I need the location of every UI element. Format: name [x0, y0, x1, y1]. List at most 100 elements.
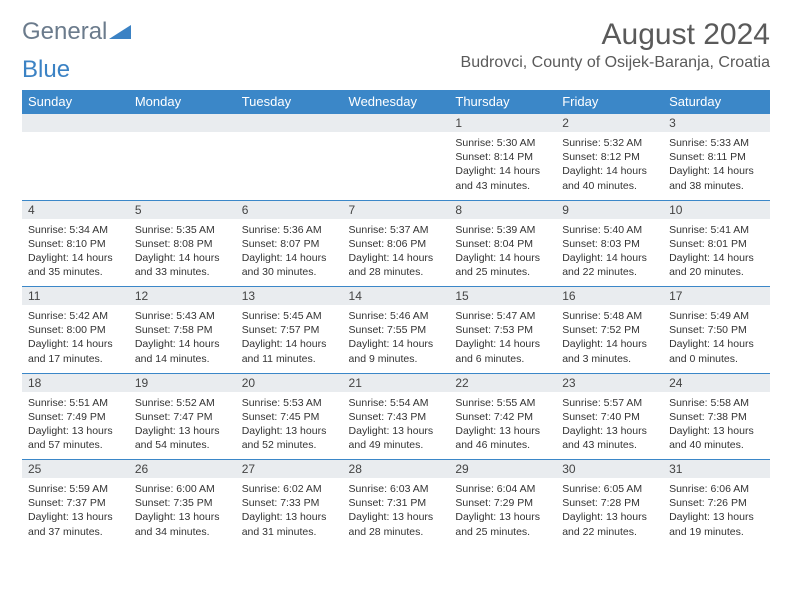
sunset-text: Sunset: 7:45 PM: [242, 410, 337, 424]
daylight-text: Daylight: 13 hours and 19 minutes.: [669, 510, 764, 538]
logo-text-1: General: [22, 18, 107, 46]
day-number: 23: [556, 373, 663, 392]
col-saturday: Saturday: [663, 90, 770, 114]
day-number: [22, 114, 129, 133]
day-number: 8: [449, 200, 556, 219]
sunrise-text: Sunrise: 6:03 AM: [349, 482, 444, 496]
day-cell: [236, 132, 343, 200]
sunset-text: Sunset: 7:57 PM: [242, 323, 337, 337]
day-number: 22: [449, 373, 556, 392]
daylight-text: Daylight: 14 hours and 0 minutes.: [669, 337, 764, 365]
sunset-text: Sunset: 8:08 PM: [135, 237, 230, 251]
col-thursday: Thursday: [449, 90, 556, 114]
daynum-row: 123: [22, 114, 770, 133]
day-cell: Sunrise: 6:06 AMSunset: 7:26 PMDaylight:…: [663, 478, 770, 546]
sunrise-text: Sunrise: 5:54 AM: [349, 396, 444, 410]
daylight-text: Daylight: 13 hours and 49 minutes.: [349, 424, 444, 452]
col-monday: Monday: [129, 90, 236, 114]
sunrise-text: Sunrise: 5:52 AM: [135, 396, 230, 410]
daybody-row: Sunrise: 5:51 AMSunset: 7:49 PMDaylight:…: [22, 392, 770, 460]
daylight-text: Daylight: 14 hours and 14 minutes.: [135, 337, 230, 365]
sunset-text: Sunset: 7:55 PM: [349, 323, 444, 337]
sunset-text: Sunset: 7:53 PM: [455, 323, 550, 337]
sunrise-text: Sunrise: 5:59 AM: [28, 482, 123, 496]
day-cell: Sunrise: 5:40 AMSunset: 8:03 PMDaylight:…: [556, 219, 663, 287]
daynum-row: 18192021222324: [22, 373, 770, 392]
sunset-text: Sunset: 7:29 PM: [455, 496, 550, 510]
daylight-text: Daylight: 13 hours and 37 minutes.: [28, 510, 123, 538]
sunset-text: Sunset: 8:03 PM: [562, 237, 657, 251]
sunrise-text: Sunrise: 5:33 AM: [669, 136, 764, 150]
daylight-text: Daylight: 13 hours and 31 minutes.: [242, 510, 337, 538]
day-cell: Sunrise: 5:35 AMSunset: 8:08 PMDaylight:…: [129, 219, 236, 287]
daylight-text: Daylight: 14 hours and 6 minutes.: [455, 337, 550, 365]
daylight-text: Daylight: 14 hours and 28 minutes.: [349, 251, 444, 279]
day-cell: Sunrise: 5:58 AMSunset: 7:38 PMDaylight:…: [663, 392, 770, 460]
sunrise-text: Sunrise: 5:35 AM: [135, 223, 230, 237]
daylight-text: Daylight: 14 hours and 35 minutes.: [28, 251, 123, 279]
day-cell: Sunrise: 5:45 AMSunset: 7:57 PMDaylight:…: [236, 305, 343, 373]
day-number: 10: [663, 200, 770, 219]
day-number: 12: [129, 287, 236, 306]
day-number: 6: [236, 200, 343, 219]
month-title: August 2024: [461, 18, 770, 52]
day-number: 1: [449, 114, 556, 133]
day-cell: Sunrise: 5:36 AMSunset: 8:07 PMDaylight:…: [236, 219, 343, 287]
day-number: 31: [663, 460, 770, 479]
daybody-row: Sunrise: 5:30 AMSunset: 8:14 PM Daylight:…: [22, 132, 770, 200]
day-cell: Sunrise: 6:00 AMSunset: 7:35 PMDaylight:…: [129, 478, 236, 546]
sunset-text: Sunset: 7:58 PM: [135, 323, 230, 337]
day-number: 14: [343, 287, 450, 306]
day-cell: Sunrise: 6:02 AMSunset: 7:33 PMDaylight:…: [236, 478, 343, 546]
day-cell: [22, 132, 129, 200]
day-cell: Sunrise: 5:59 AMSunset: 7:37 PMDaylight:…: [22, 478, 129, 546]
day-number: 5: [129, 200, 236, 219]
day-cell: Sunrise: 5:42 AMSunset: 8:00 PMDaylight:…: [22, 305, 129, 373]
day-number: 18: [22, 373, 129, 392]
daylight-text: Daylight: 13 hours and 40 minutes.: [669, 424, 764, 452]
daylight-text: Daylight: 13 hours and 57 minutes.: [28, 424, 123, 452]
sunrise-text: Sunrise: 5:32 AM: [562, 136, 657, 150]
sunrise-text: Sunrise: 5:34 AM: [28, 223, 123, 237]
day-number: 7: [343, 200, 450, 219]
sunrise-text: Sunrise: 5:30 AM: [455, 136, 550, 150]
day-cell: Sunrise: 5:30 AMSunset: 8:14 PMDaylight:…: [449, 132, 556, 200]
title-block: August 2024 Budrovci, County of Osijek-B…: [461, 18, 770, 72]
sunrise-text: Sunrise: 5:53 AM: [242, 396, 337, 410]
sunrise-text: Sunrise: 6:02 AM: [242, 482, 337, 496]
day-number: [343, 114, 450, 133]
day-number: 20: [236, 373, 343, 392]
day-cell: Sunrise: 5:34 AMSunset: 8:10 PMDaylight:…: [22, 219, 129, 287]
sunrise-text: Sunrise: 5:48 AM: [562, 309, 657, 323]
sunset-text: Sunset: 8:07 PM: [242, 237, 337, 251]
day-cell: Sunrise: 5:54 AMSunset: 7:43 PMDaylight:…: [343, 392, 450, 460]
day-number: 15: [449, 287, 556, 306]
day-number: [236, 114, 343, 133]
daylight-text: Daylight: 13 hours and 54 minutes.: [135, 424, 230, 452]
daylight-text: Daylight: 14 hours and 17 minutes.: [28, 337, 123, 365]
day-number: 2: [556, 114, 663, 133]
daylight-text: Daylight: 14 hours and 33 minutes.: [135, 251, 230, 279]
sunset-text: Sunset: 8:14 PM: [455, 150, 550, 164]
sunrise-text: Sunrise: 5:43 AM: [135, 309, 230, 323]
daynum-row: 45678910: [22, 200, 770, 219]
sunrise-text: Sunrise: 5:46 AM: [349, 309, 444, 323]
calendar-table: Sunday Monday Tuesday Wednesday Thursday…: [22, 90, 770, 546]
logo-text-2: Blue: [22, 56, 70, 83]
col-wednesday: Wednesday: [343, 90, 450, 114]
day-number: 28: [343, 460, 450, 479]
sunset-text: Sunset: 7:31 PM: [349, 496, 444, 510]
sunrise-text: Sunrise: 5:55 AM: [455, 396, 550, 410]
daylight-text: Daylight: 13 hours and 43 minutes.: [562, 424, 657, 452]
day-number: 11: [22, 287, 129, 306]
sunset-text: Sunset: 8:04 PM: [455, 237, 550, 251]
sunset-text: Sunset: 8:10 PM: [28, 237, 123, 251]
day-cell: [129, 132, 236, 200]
sunrise-text: Sunrise: 5:57 AM: [562, 396, 657, 410]
sunrise-text: Sunrise: 5:49 AM: [669, 309, 764, 323]
daylight-text: Daylight: 14 hours and 11 minutes.: [242, 337, 337, 365]
sunset-text: Sunset: 7:33 PM: [242, 496, 337, 510]
sunrise-text: Sunrise: 6:00 AM: [135, 482, 230, 496]
day-number: 26: [129, 460, 236, 479]
daylight-text: Daylight: 14 hours and 38 minutes.: [669, 164, 764, 192]
